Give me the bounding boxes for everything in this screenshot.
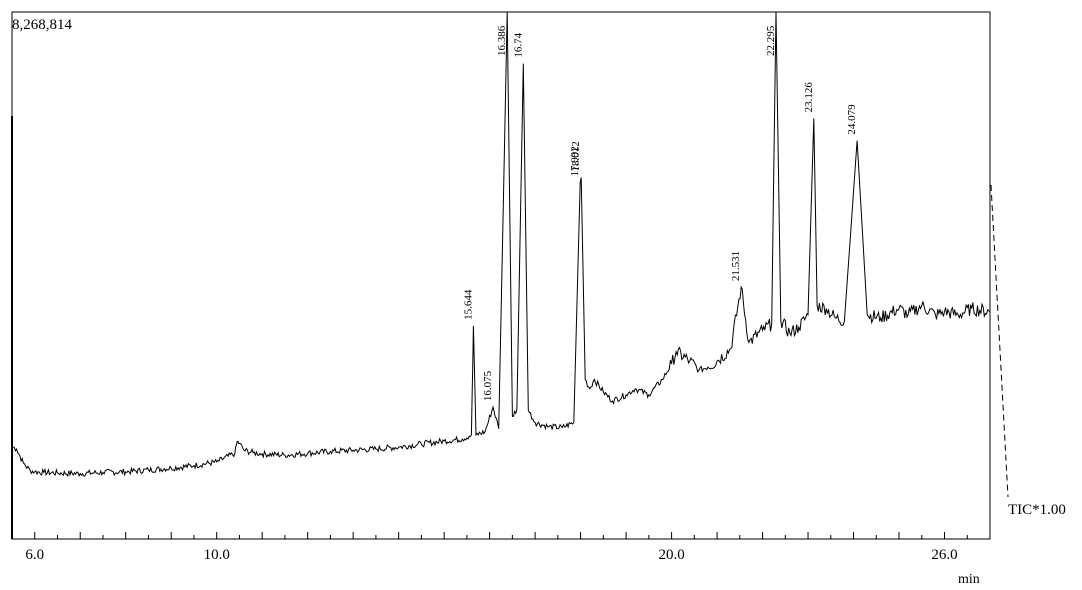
trace-label: TIC*1.00	[1008, 502, 1066, 518]
x-tick-label: 26.0	[931, 547, 957, 563]
y-max-label: 8,268,814	[12, 17, 73, 33]
tic-trace	[11, 11, 991, 478]
peak-label: 24.079	[846, 104, 858, 135]
peak-label: 22.295	[765, 25, 777, 56]
peak-label: 16.74	[512, 32, 524, 57]
x-tick-label: 6.0	[25, 547, 44, 563]
peak-label: 21.531	[730, 251, 742, 281]
trace-end-dashed-line	[990, 184, 1009, 498]
peak-label: 23.126	[803, 82, 815, 113]
x-axis-tick-labels: 6.0 10.0 20.0 26.0	[25, 547, 957, 563]
peak-label: 16.075	[482, 370, 494, 401]
peak-label: 18.012	[570, 141, 582, 171]
plot-frame	[11, 11, 991, 540]
peak-label: 16.386	[496, 25, 508, 56]
x-unit-label: min	[958, 572, 980, 587]
x-axis-ticks	[34, 532, 968, 539]
x-tick-label: 10.0	[204, 547, 230, 563]
x-tick-label: 20.0	[658, 547, 684, 563]
peak-label: 15.644	[462, 289, 474, 320]
peak-label: 17.992	[569, 146, 581, 176]
